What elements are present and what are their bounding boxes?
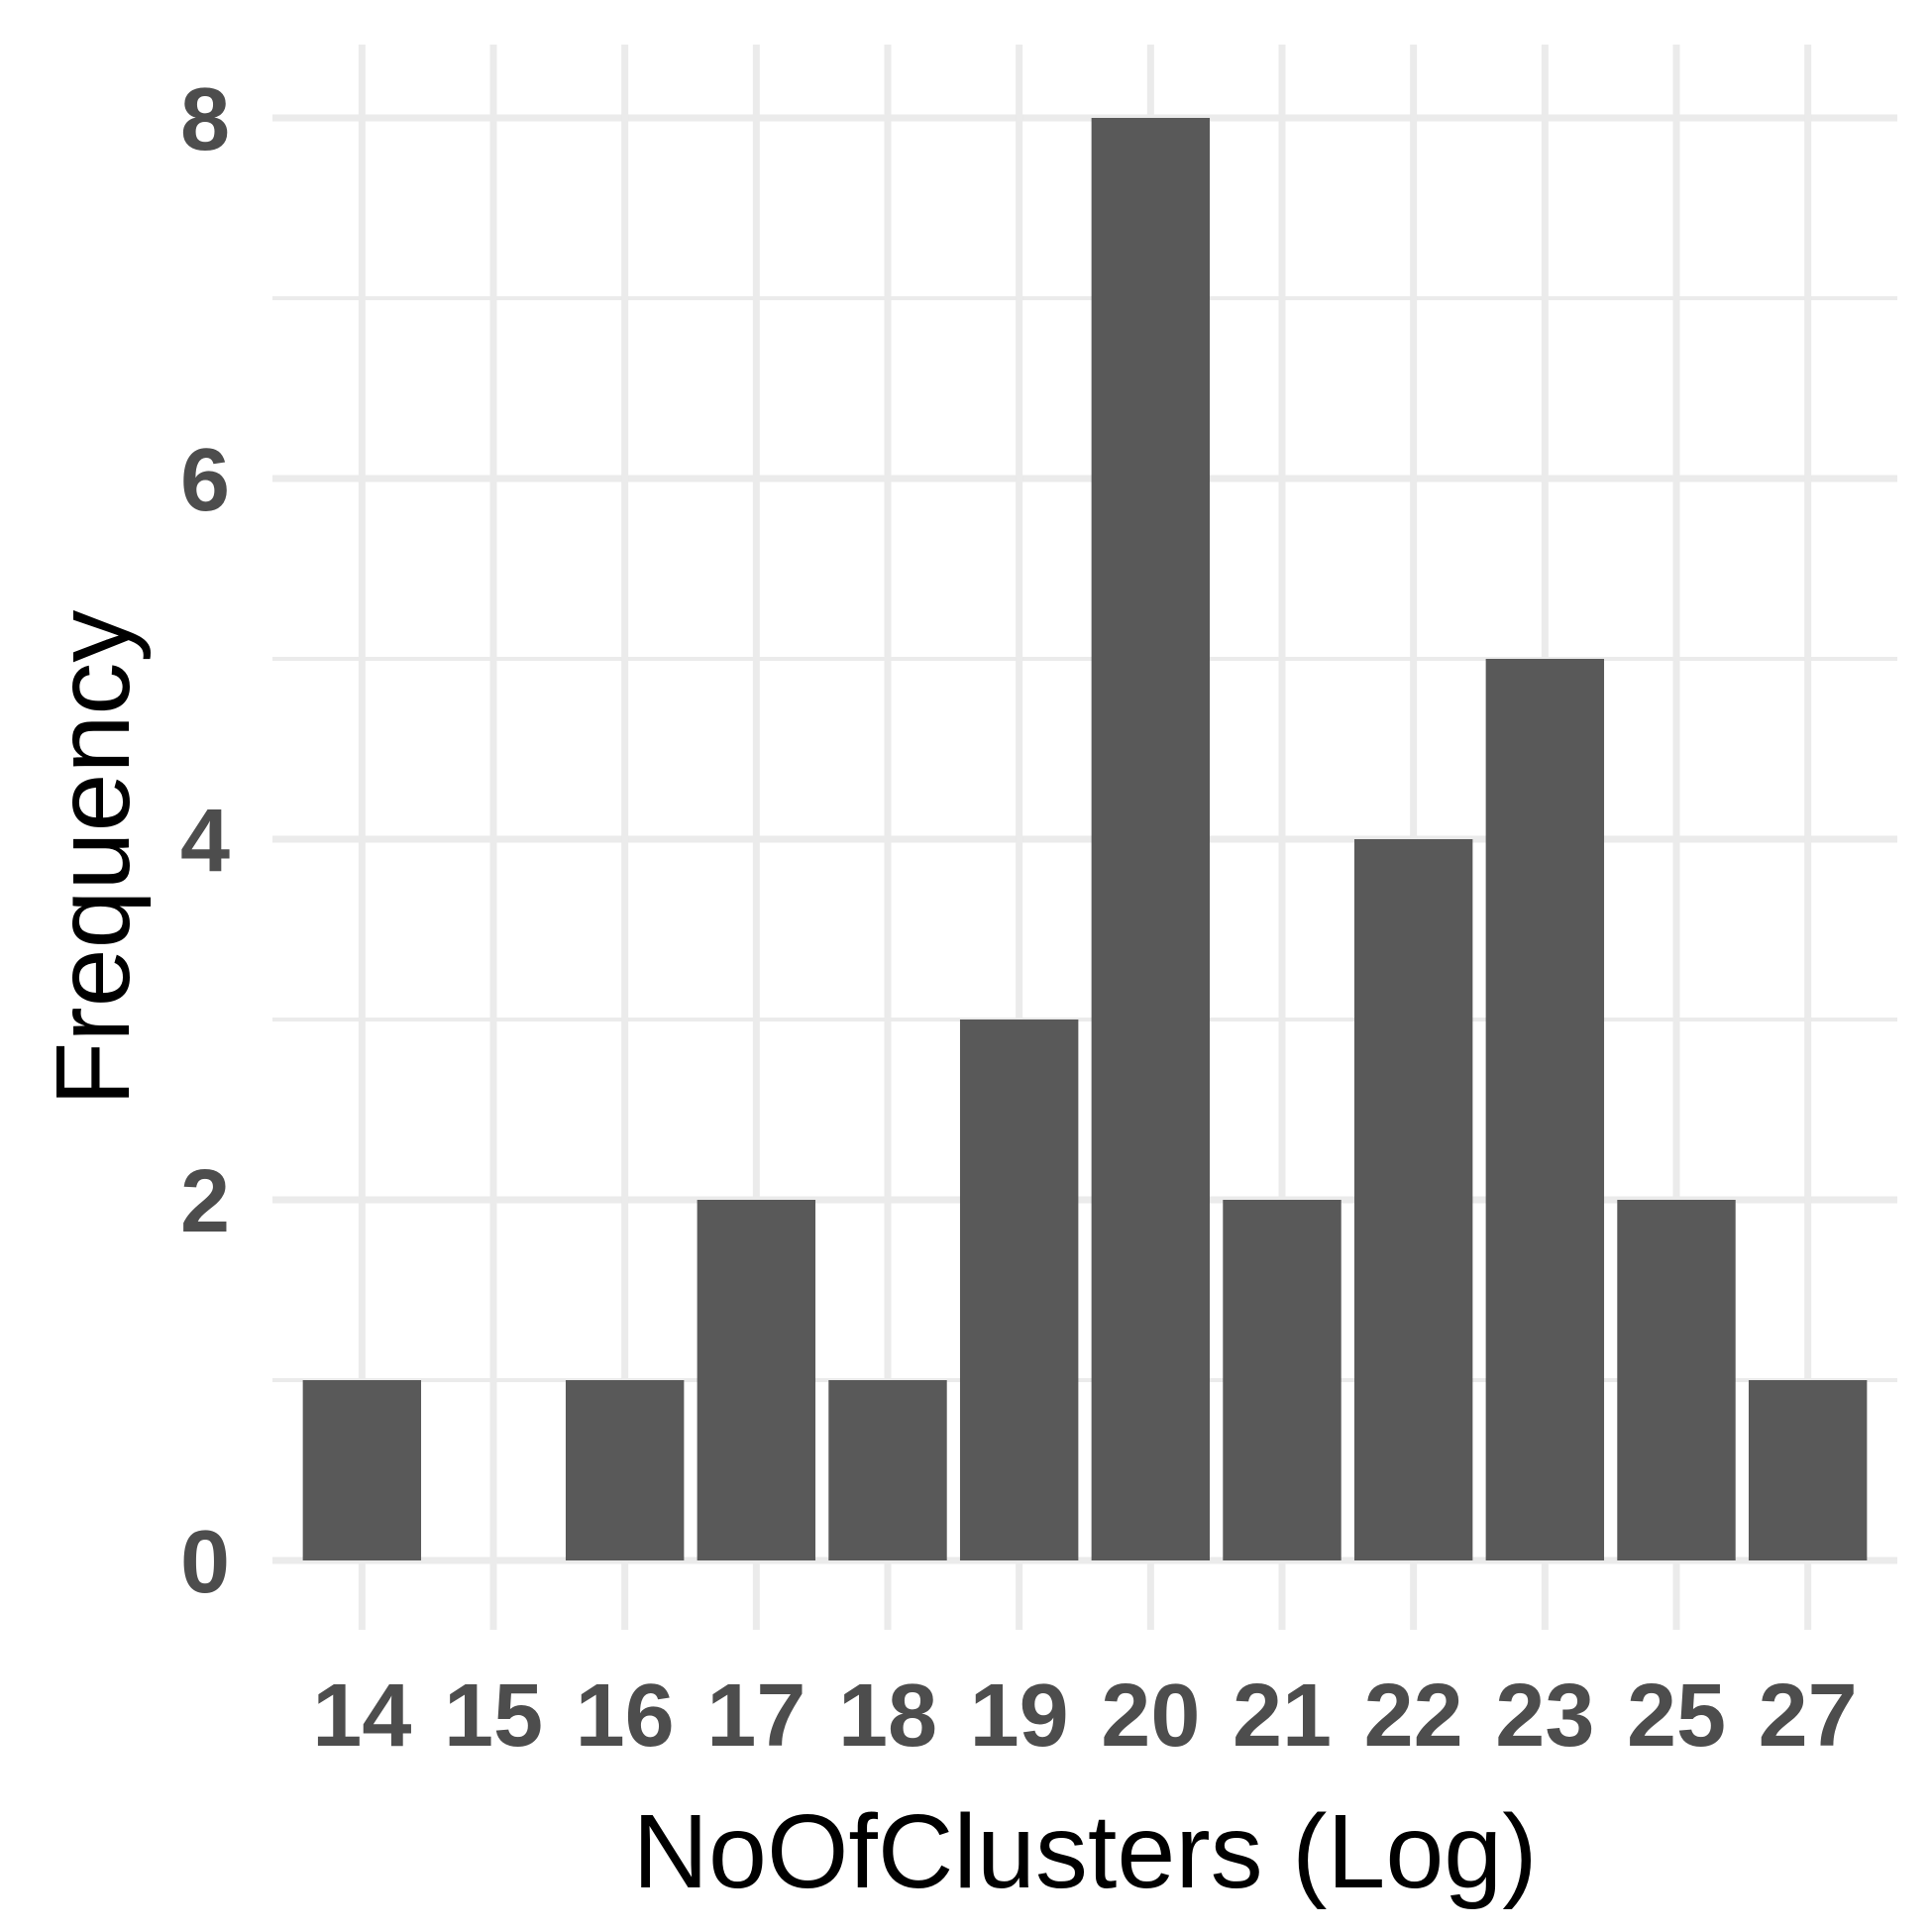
y-tick-label: 2 — [180, 1152, 230, 1251]
bar-25 — [1617, 1200, 1736, 1560]
bar-14 — [302, 1380, 422, 1560]
bar-17 — [697, 1200, 816, 1560]
x-tick-label: 21 — [1233, 1666, 1332, 1766]
x-tick-label: 22 — [1364, 1666, 1463, 1766]
y-tick-label: 0 — [180, 1513, 230, 1612]
bar-27 — [1748, 1380, 1868, 1560]
x-tick-label: 20 — [1101, 1666, 1200, 1766]
y-tick-label: 6 — [180, 431, 230, 530]
x-axis-title: NoOfClusters (Log) — [632, 1793, 1537, 1910]
bar-19 — [959, 1020, 1079, 1560]
x-tick-label: 23 — [1495, 1666, 1594, 1766]
bar-16 — [565, 1380, 685, 1560]
bar-21 — [1223, 1200, 1342, 1560]
x-tick-label: 25 — [1627, 1666, 1726, 1766]
x-tick-label: 18 — [838, 1666, 937, 1766]
x-tick-label: 19 — [970, 1666, 1069, 1766]
x-tick-label: 15 — [444, 1666, 543, 1766]
x-tick-label: 14 — [312, 1666, 411, 1766]
bar-22 — [1353, 839, 1473, 1560]
bar-20 — [1091, 118, 1211, 1560]
y-tick-label: 8 — [180, 70, 230, 169]
bar-18 — [828, 1380, 947, 1560]
y-tick-label: 4 — [180, 792, 230, 891]
x-tick-label: 16 — [576, 1666, 675, 1766]
y-axis-title: Frequency — [35, 610, 152, 1107]
x-tick-label: 27 — [1759, 1666, 1858, 1766]
x-tick-label: 17 — [706, 1666, 805, 1766]
bars — [302, 118, 1868, 1560]
y-axis-ticks: 0 2 4 6 8 — [180, 70, 230, 1612]
x-axis-ticks: 14 15 16 17 18 19 20 21 22 23 25 27 — [312, 1666, 1857, 1766]
bar-23 — [1485, 659, 1605, 1560]
